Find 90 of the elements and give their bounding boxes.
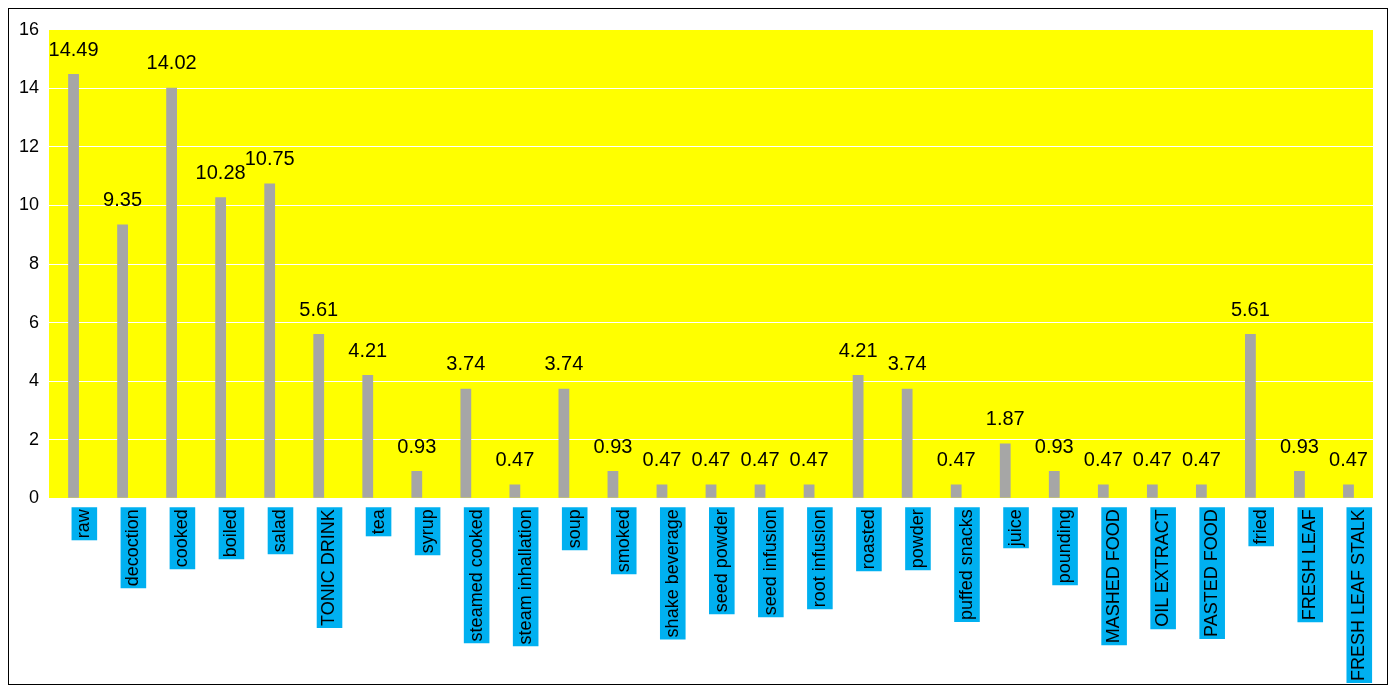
bar: [852, 375, 864, 498]
y-tick-label: 4: [29, 370, 40, 391]
x-tick-label: PASTED FOOD: [1201, 509, 1222, 637]
y-tick-label: 16: [18, 18, 40, 39]
data-label: 3.74: [544, 352, 584, 375]
data-label: 0.93: [1034, 434, 1074, 457]
data-label: 0.47: [642, 448, 682, 471]
y-tick-label: 12: [18, 135, 40, 156]
bar: [1245, 334, 1256, 498]
data-label: 0.47: [740, 448, 780, 471]
data-label: 4.21: [838, 338, 878, 361]
x-tick-label: salad: [269, 509, 290, 553]
bar: [950, 484, 962, 498]
bar: [215, 197, 227, 498]
y-tick-label: 14: [18, 77, 40, 98]
bar: [1048, 471, 1060, 498]
y-tick-label: 8: [29, 253, 40, 274]
y-tick-label: 10: [18, 194, 40, 215]
x-tick-label: seed powder: [710, 509, 731, 613]
data-label: 3.74: [446, 352, 486, 375]
data-label: 3.74: [887, 352, 927, 375]
y-tick-label: 6: [29, 311, 40, 332]
x-tick-label: OIL EXTRACT: [1152, 509, 1173, 627]
data-label: 0.93: [397, 434, 437, 457]
x-tick-label: MASHED FOOD: [1103, 509, 1124, 644]
x-tick-label: FRESH LEAF: [1299, 509, 1320, 621]
x-tick-label: fried: [1250, 509, 1271, 545]
data-label: 0.47: [936, 448, 976, 471]
x-tick-label: raw: [73, 508, 94, 539]
data-label: 14.49: [48, 37, 99, 60]
bar: [166, 87, 178, 498]
bar: [1294, 471, 1305, 498]
bar: [411, 471, 423, 498]
data-label: 4.21: [348, 338, 388, 361]
data-label: 0.47: [1329, 448, 1368, 471]
data-label: 0.47: [1132, 448, 1172, 471]
x-tick-label: cooked: [171, 509, 192, 568]
x-tick-label: soup: [563, 509, 584, 549]
bar: [1097, 484, 1109, 498]
x-tick-label: puffed snacks: [955, 509, 976, 621]
data-label: 10.28: [195, 160, 246, 183]
bar: [460, 388, 472, 498]
bar: [362, 375, 374, 498]
x-tick-label: steam inhallation: [514, 509, 535, 645]
data-label: 0.93: [593, 434, 633, 457]
x-tick-label: steamed cooked: [465, 509, 486, 642]
bar: [901, 388, 913, 498]
x-tick-label: decoction: [122, 509, 143, 587]
bar: [656, 484, 668, 498]
x-tick-label: FRESH LEAF STALK: [1348, 509, 1369, 682]
bar: [705, 484, 717, 498]
data-label: 5.61: [299, 297, 339, 320]
x-tick-label: tea: [367, 508, 388, 535]
x-tick-label: shake beverage: [661, 509, 682, 638]
data-label: 14.02: [146, 51, 197, 74]
bar: [68, 74, 79, 498]
y-tick-label: 0: [29, 487, 40, 508]
x-tick-label: syrup: [416, 509, 437, 554]
x-tick-label: root infusion: [808, 509, 829, 608]
bar: [607, 471, 619, 498]
x-tick-label: TONIC DRINK: [318, 509, 339, 626]
data-label: 0.47: [495, 448, 535, 471]
bar: [117, 224, 128, 498]
bar: [803, 484, 815, 498]
x-tick-label: juice: [1005, 509, 1025, 548]
data-label: 0.47: [789, 448, 829, 471]
bar: [1343, 484, 1354, 498]
x-tick-label: boiled: [220, 509, 241, 558]
bar: [558, 388, 570, 498]
x-tick-label: smoked: [612, 509, 633, 573]
bar: [509, 484, 521, 498]
bar: [264, 183, 276, 498]
bar: [313, 334, 325, 498]
data-label: 9.35: [103, 188, 143, 211]
data-label: 0.93: [1279, 434, 1319, 457]
data-label: 0.47: [1083, 448, 1123, 471]
bar: [999, 443, 1011, 498]
x-tick-label: seed infusion: [759, 509, 780, 616]
data-label: 10.75: [244, 147, 295, 170]
x-tick-label: pounding: [1054, 509, 1075, 584]
data-label: 0.47: [1181, 448, 1221, 471]
y-tick-label: 2: [29, 428, 40, 449]
data-label: 1.87: [985, 407, 1025, 430]
data-label: 5.61: [1230, 297, 1270, 320]
data-label: 0.47: [691, 448, 731, 471]
bar: [1146, 484, 1158, 498]
bar: [1195, 484, 1207, 498]
x-tick-label: roasted: [857, 509, 878, 570]
bar: [754, 484, 766, 498]
x-tick-label: powder: [906, 509, 927, 569]
